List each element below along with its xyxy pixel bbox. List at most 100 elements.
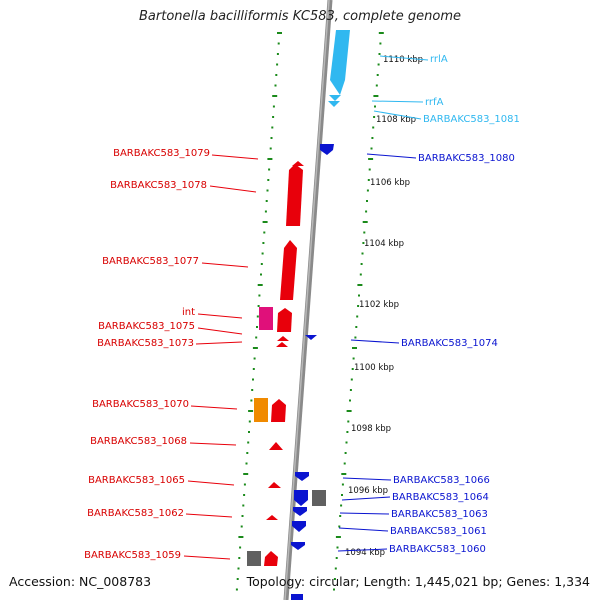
tick-mark: [335, 536, 341, 538]
gene-barbakc583-1073-a: [277, 336, 289, 341]
tick-mark: [341, 494, 343, 496]
leader-line: [366, 153, 417, 159]
leader-line: [187, 480, 235, 486]
leader-line: [339, 512, 390, 515]
leader-line: [337, 548, 388, 552]
tick-mark: [243, 483, 246, 486]
ruler-label: 1106 kbp: [370, 178, 410, 188]
gene-rrfa-b: [328, 101, 340, 107]
tick-mark: [372, 126, 375, 129]
leader-line: [197, 327, 243, 335]
tick-mark: [344, 452, 347, 454]
tick-mark: [268, 168, 271, 171]
gene-barbakc583-1078: [286, 164, 303, 226]
tick-mark: [368, 168, 371, 171]
tick-mark: [238, 557, 241, 559]
leader-line: [373, 110, 422, 120]
gene-label: rrlA: [430, 54, 448, 65]
tick-mark: [247, 441, 250, 444]
tick-mark: [235, 588, 238, 591]
tick-mark: [376, 74, 379, 76]
tick-mark: [355, 326, 358, 328]
tick-mark: [260, 273, 262, 276]
tick-mark: [339, 515, 342, 517]
right-leader-lines: [337, 55, 429, 552]
tick-mark: [248, 420, 251, 423]
map-title: Bartonella bacilliformis KC583, complete…: [139, 9, 461, 24]
tick-mark: [269, 147, 272, 150]
tick-mark: [277, 42, 280, 45]
tick-mark: [366, 200, 368, 202]
tick-mark: [370, 147, 373, 150]
right-labels: rrlA rrfA BARBAKC583_1081 BARBAKC583_108…: [389, 54, 520, 555]
gene-label: BARBAKC583_1059: [84, 550, 181, 561]
gene-label: BARBAKC583_1070: [92, 399, 189, 410]
leader-line: [183, 555, 231, 560]
ruler-labels: 1110 kbp 1108 kbp 1106 kbp 1104 kbp 1102…: [345, 55, 423, 558]
tick-mark: [359, 273, 362, 276]
ruler-label: 1104 kbp: [364, 239, 404, 249]
genome-backbone: [283, 0, 333, 601]
tick-mark: [238, 536, 244, 538]
tick-mark: [275, 74, 278, 76]
tick-mark: [373, 116, 376, 118]
tick-mark: [241, 515, 244, 517]
gene-label: BARBAKC583_1063: [391, 509, 488, 520]
tick-mark: [356, 315, 359, 318]
tick-mark: [352, 347, 357, 349]
tick-mark: [250, 399, 253, 402]
genome-stats-text: Topology: circular; Length: 1,445,021 bp…: [246, 574, 590, 589]
ruler-label: 1096 kbp: [348, 486, 388, 496]
gene-grey-1064: [312, 490, 326, 506]
leader-line: [209, 185, 257, 193]
gene-label: BARBAKC583_1075: [98, 321, 195, 332]
ruler-label: 1098 kbp: [351, 424, 391, 434]
tick-mark: [343, 462, 346, 465]
tick-mark: [251, 389, 254, 391]
tick-mark: [248, 431, 250, 433]
tick-mark: [265, 200, 268, 202]
gene-barbakc583-1074: [305, 335, 317, 340]
tick-mark: [264, 210, 267, 213]
gene-barbakc583-1061: [292, 521, 306, 532]
tick-mark: [263, 231, 266, 234]
tick-mark: [267, 158, 273, 160]
leader-line: [341, 496, 391, 501]
leader-line: [338, 527, 389, 532]
tick-mark: [262, 242, 265, 244]
gene-grey-1059: [247, 551, 261, 566]
tick-mark: [255, 336, 258, 339]
gene-barbakc583-1068: [269, 442, 283, 450]
tick-mark: [368, 158, 374, 160]
tick-mark: [252, 368, 255, 370]
ruler-label: 1110 kbp: [383, 55, 423, 65]
tick-mark: [341, 483, 344, 486]
gene-label: BARBAKC583_1062: [87, 508, 184, 519]
gene-barbakc583-1073-b: [276, 342, 288, 347]
tick-mark: [367, 179, 370, 181]
tick-mark: [274, 84, 277, 87]
tick-mark: [378, 53, 381, 55]
ruler-label: 1100 kbp: [354, 363, 394, 373]
tick-mark: [340, 504, 343, 507]
tick-mark: [272, 105, 275, 108]
tick-mark: [354, 336, 357, 339]
tick-mark: [271, 126, 274, 129]
gene-label: rrfA: [425, 97, 444, 108]
gene-rrfa-a: [329, 95, 341, 101]
tick-mark: [365, 210, 368, 213]
ruler-label: 1108 kbp: [376, 115, 416, 125]
leader-line: [190, 405, 238, 410]
gene-label: BARBAKC583_1068: [90, 436, 187, 447]
leader-line: [201, 262, 249, 268]
tick-mark: [266, 189, 269, 192]
tick-mark: [270, 137, 273, 139]
gene-int: [259, 307, 273, 330]
tick-mark: [351, 368, 354, 370]
tick-mark: [349, 399, 351, 402]
tick-mark: [246, 452, 249, 454]
tick-mark: [335, 557, 338, 559]
gene-label: BARBAKC583_1073: [97, 338, 194, 349]
tick-mark: [377, 63, 380, 66]
leader-line: [342, 477, 392, 481]
